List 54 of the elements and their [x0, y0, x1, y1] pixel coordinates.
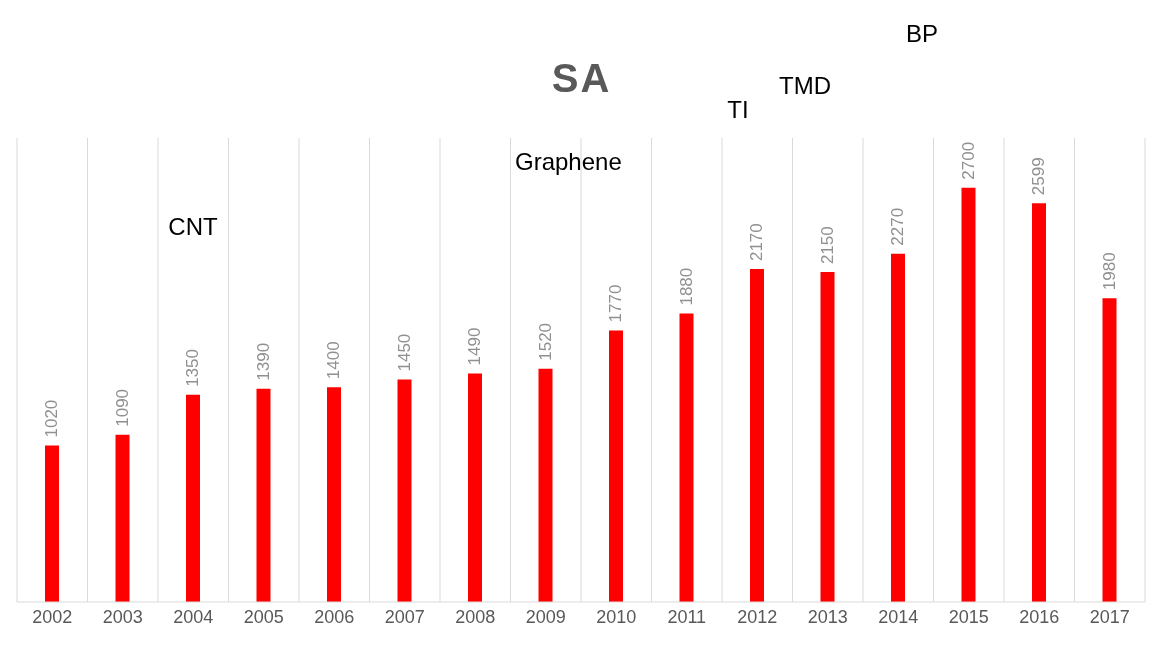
bar [1032, 203, 1046, 602]
bar [820, 272, 835, 602]
x-tick-label: 2003 [102, 606, 143, 627]
x-tick-label: 2007 [384, 606, 425, 627]
bar [538, 368, 553, 602]
x-tick-label: 2010 [596, 606, 637, 627]
x-tick-label: 2011 [667, 606, 707, 627]
x-tick-label: 2012 [737, 606, 778, 627]
bar [679, 313, 694, 602]
x-tick-label: 2006 [314, 606, 355, 627]
data-label: 1090 [113, 388, 132, 427]
x-tick-label: 2008 [455, 606, 496, 627]
x-tick-label: 2016 [1019, 606, 1060, 627]
annotation: CNT [167, 213, 219, 241]
x-tick-label: 2002 [32, 606, 73, 627]
data-label: 1520 [536, 322, 555, 361]
x-tick-label: 2014 [878, 606, 919, 627]
data-label: 1880 [677, 267, 696, 306]
data-label: 1390 [254, 342, 273, 381]
data-label: 1350 [183, 349, 203, 387]
data-label: 2599 [1029, 157, 1049, 196]
bar [45, 445, 59, 602]
x-tick-label: 2017 [1089, 606, 1130, 627]
bar [468, 373, 482, 602]
data-label: 1770 [606, 284, 626, 323]
text: BP [905, 20, 939, 48]
bar [1102, 298, 1117, 602]
chart-title: SA [551, 56, 612, 100]
data-label: 2150 [818, 226, 837, 265]
x-tick-label: 2009 [525, 606, 566, 627]
bar [397, 379, 412, 602]
bar [961, 187, 976, 602]
data-label: 1490 [465, 327, 485, 366]
data-label: 2270 [888, 207, 908, 246]
data-label: 2700 [959, 141, 978, 180]
text: TMD [778, 72, 832, 100]
bar [891, 253, 905, 602]
bar [256, 388, 271, 602]
x-tick-label: 2015 [948, 606, 989, 627]
bar [750, 269, 764, 602]
x-tick-label: 2004 [173, 606, 214, 627]
data-label: 1450 [395, 333, 414, 372]
data-label: 2170 [747, 223, 767, 262]
bar [327, 387, 341, 602]
x-tick-label: 2005 [243, 606, 284, 627]
data-label: 1020 [42, 399, 62, 438]
bar [115, 434, 130, 602]
data-label: 1400 [324, 341, 344, 380]
text: Graphene [515, 148, 622, 176]
bar [186, 394, 200, 602]
bar [609, 330, 623, 602]
text: TI [726, 96, 750, 124]
data-label: 1980 [1100, 252, 1119, 291]
x-tick-label: 2013 [807, 606, 848, 627]
